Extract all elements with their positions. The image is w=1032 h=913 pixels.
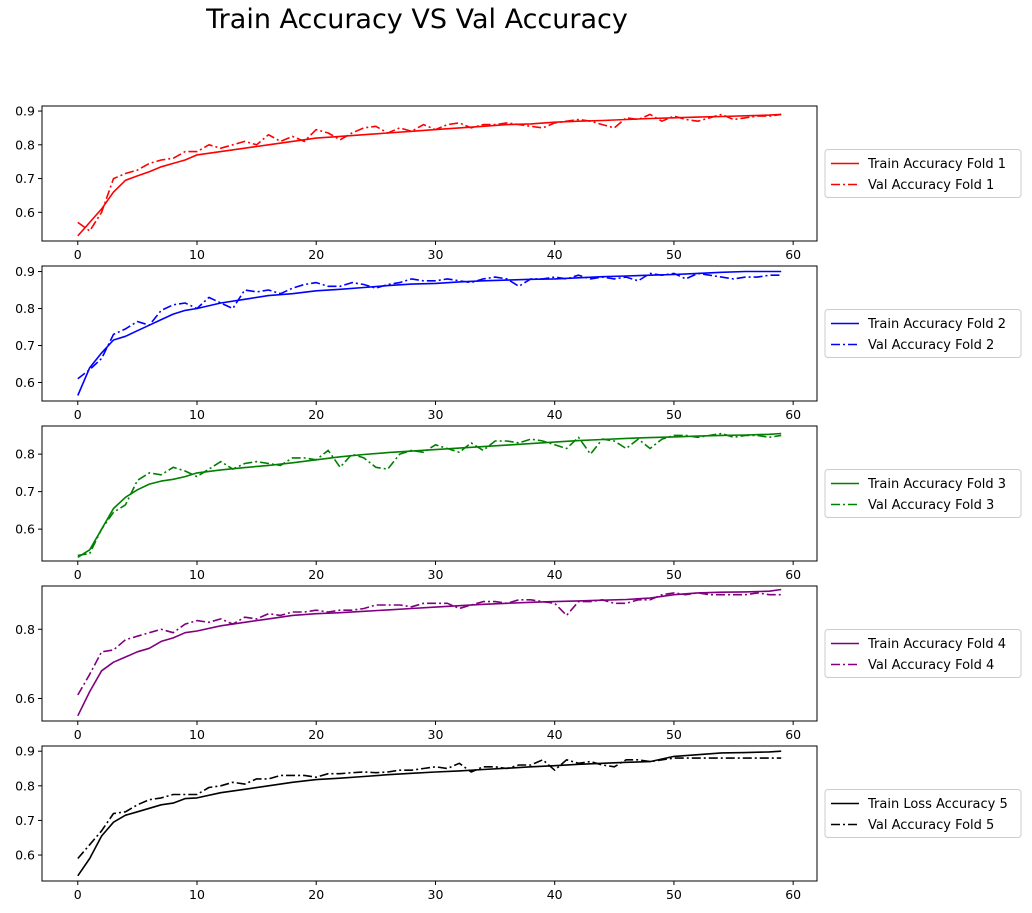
x-tick-label: 60 — [785, 407, 801, 422]
x-tick-label: 40 — [547, 727, 563, 742]
x-tick-label: 40 — [547, 887, 563, 902]
x-tick-label: 30 — [428, 407, 444, 422]
y-tick-label: 0.8 — [15, 778, 35, 793]
x-tick-label: 40 — [547, 247, 563, 262]
y-tick-label: 0.6 — [15, 375, 35, 390]
train-line-2 — [77, 270, 782, 396]
legend-box — [824, 149, 1022, 198]
x-tick-label: 60 — [785, 727, 801, 742]
x-tick-label: 50 — [666, 407, 682, 422]
legend-4: Train Accuracy Fold 4 Val Accuracy Fold 4 — [824, 629, 1022, 678]
x-tick-label: 50 — [666, 567, 682, 582]
y-tick-label: 0.8 — [15, 622, 35, 637]
legend-box — [824, 309, 1022, 358]
legend-entry-label: Train Accuracy Fold 1 — [867, 157, 1006, 172]
x-tick-label: 10 — [189, 887, 205, 902]
x-tick-label: 30 — [428, 567, 444, 582]
subplot-1: 0 10 20 30 40 50 60 0.6 0.7 0.8 0.9 Train Accuracy … — [15, 104, 1022, 262]
train-line-4 — [77, 588, 782, 717]
train-line-3 — [77, 432, 782, 558]
y-tick-label: 0.8 — [15, 137, 35, 152]
val-line-1 — [77, 113, 782, 232]
subplot-4: 0 10 20 30 40 50 60 0.6 0.8 Train Accuracy Fold 4… — [15, 585, 1022, 742]
train-line-5 — [77, 750, 782, 877]
val-line-4 — [77, 592, 782, 696]
legend-2: Train Accuracy Fold 2 Val Accuracy Fold 2 — [824, 309, 1022, 358]
y-tick-label: 0.9 — [15, 104, 35, 119]
x-tick-label: 20 — [308, 407, 324, 422]
x-tick-label: 0 — [74, 567, 82, 582]
axes-frame — [41, 265, 818, 402]
x-tick-label: 50 — [666, 727, 682, 742]
x-tick-label: 60 — [785, 567, 801, 582]
legend-entry-label: Train Accuracy Fold 3 — [867, 477, 1006, 492]
x-tick-label: 10 — [189, 407, 205, 422]
axes-frame — [41, 745, 818, 882]
legend-3: Train Accuracy Fold 3 Val Accuracy Fold 3 — [824, 469, 1022, 518]
subplot-2: 0 10 20 30 40 50 60 0.6 0.7 0.8 0.9 Train Accuracy … — [15, 264, 1022, 422]
y-tick-label: 0.9 — [15, 744, 35, 759]
axes-frame — [41, 585, 818, 722]
x-tick-label: 0 — [74, 247, 82, 262]
x-tick-label: 50 — [666, 887, 682, 902]
y-tick-label: 0.7 — [15, 171, 35, 186]
train-line-1 — [77, 113, 782, 237]
x-tick-label: 60 — [785, 887, 801, 902]
y-tick-label: 0.6 — [15, 691, 35, 706]
legend-box — [824, 629, 1022, 678]
legend-5: Train Loss Accuracy 5 Val Accuracy Fold 5 — [824, 789, 1022, 838]
y-tick-label: 0.7 — [15, 813, 35, 828]
legend-entry-label: Val Accuracy Fold 3 — [868, 498, 994, 513]
y-tick-label: 0.8 — [15, 447, 35, 462]
x-tick-label: 0 — [74, 887, 82, 902]
x-tick-label: 0 — [74, 727, 82, 742]
legend-entry-label: Train Accuracy Fold 4 — [867, 637, 1006, 652]
y-tick-label: 0.7 — [15, 338, 35, 353]
legend-1: Train Accuracy Fold 1 Val Accuracy Fold 1 — [824, 149, 1022, 198]
y-tick-label: 0.6 — [15, 848, 35, 863]
axes-frame — [41, 425, 818, 562]
y-tick-label: 0.7 — [15, 484, 35, 499]
x-tick-label: 20 — [308, 247, 324, 262]
legend-entry-label: Train Loss Accuracy 5 — [867, 797, 1008, 812]
legend-entry-label: Val Accuracy Fold 5 — [868, 818, 994, 833]
x-tick-label: 40 — [547, 407, 563, 422]
x-tick-label: 20 — [308, 567, 324, 582]
y-tick-label: 0.9 — [15, 264, 35, 279]
subplot-3: 0 10 20 30 40 50 60 0.6 0.7 0.8 Train Accuracy Fol… — [15, 425, 1022, 582]
axes-frame — [41, 105, 818, 242]
legend-entry-label: Val Accuracy Fold 2 — [868, 338, 994, 353]
y-tick-label: 0.6 — [15, 522, 35, 537]
x-tick-label: 20 — [308, 887, 324, 902]
x-tick-label: 30 — [428, 247, 444, 262]
x-tick-label: 40 — [547, 567, 563, 582]
x-tick-label: 60 — [785, 247, 801, 262]
x-tick-label: 10 — [189, 247, 205, 262]
y-tick-label: 0.6 — [15, 205, 35, 220]
x-tick-label: 10 — [189, 567, 205, 582]
val-line-3 — [77, 432, 782, 557]
legend-entry-label: Train Accuracy Fold 2 — [867, 317, 1006, 332]
x-tick-label: 20 — [308, 727, 324, 742]
legend-box — [824, 789, 1022, 838]
figure-title: Train Accuracy VS Val Accuracy — [206, 4, 628, 35]
legend-entry-label: Val Accuracy Fold 1 — [868, 178, 994, 193]
val-line-5 — [77, 757, 782, 860]
subplot-5: 0 10 20 30 40 50 60 0.6 0.7 0.8 0.9 Train Loss Accu… — [15, 744, 1022, 902]
legend-entry-label: Val Accuracy Fold 4 — [868, 658, 994, 673]
x-tick-label: 30 — [428, 887, 444, 902]
x-tick-label: 30 — [428, 727, 444, 742]
x-tick-label: 0 — [74, 407, 82, 422]
legend-box — [824, 469, 1022, 518]
val-line-2 — [77, 272, 782, 380]
x-tick-label: 10 — [189, 727, 205, 742]
y-tick-label: 0.8 — [15, 301, 35, 316]
x-tick-label: 50 — [666, 247, 682, 262]
